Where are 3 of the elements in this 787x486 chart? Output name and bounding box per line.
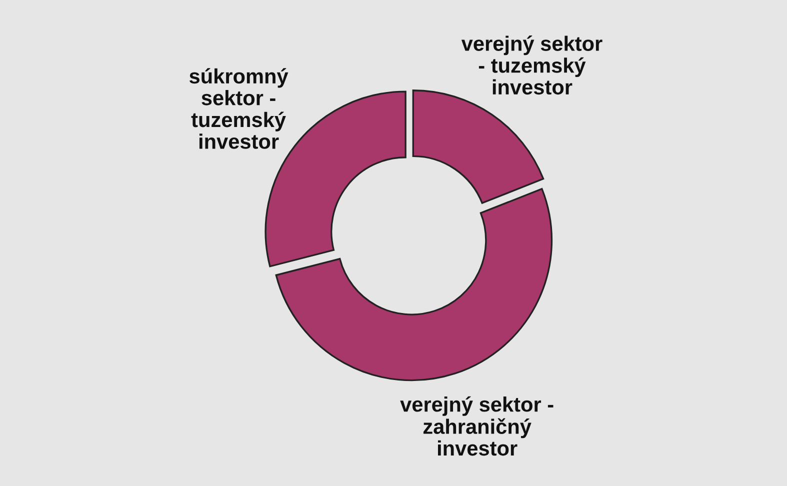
slice-label: verejný sektor - tuzemský investor bbox=[461, 36, 602, 95]
slice-label: verejný sektor - zahraničný investor bbox=[400, 396, 554, 456]
slice-label: súkromný sektor - tuzemský investor bbox=[189, 68, 288, 149]
